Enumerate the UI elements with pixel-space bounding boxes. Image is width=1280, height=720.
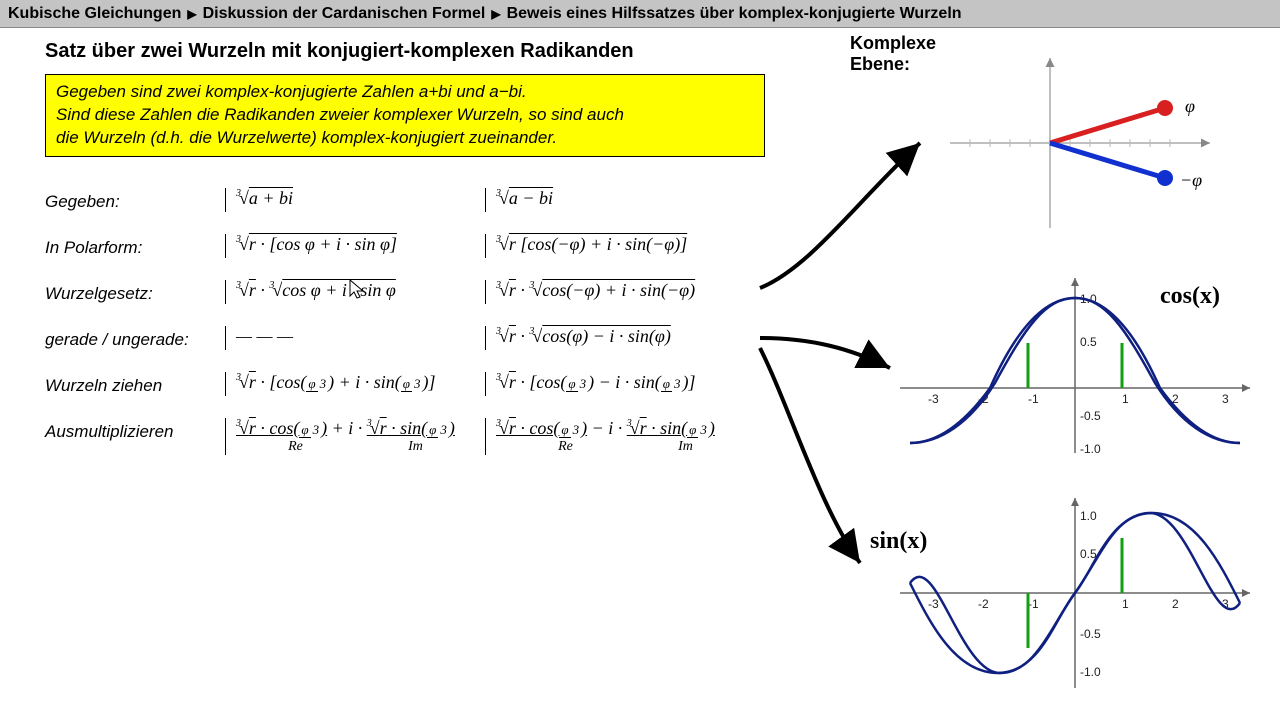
svg-text:−φ: −φ [1180, 170, 1202, 190]
row-label: gerade / ungerade: [45, 326, 225, 350]
formula-cell: 3√a − bi [485, 188, 765, 212]
svg-text:2: 2 [1172, 597, 1179, 611]
theorem-box: Gegeben sind zwei komplex-konjugierte Za… [45, 74, 765, 157]
svg-text:-0.5: -0.5 [1080, 627, 1101, 641]
svg-text:3: 3 [1222, 392, 1229, 406]
svg-text:-0.5: -0.5 [1080, 409, 1101, 423]
formula-cell: 3√r · cos(φ3) + i · 3√r · sin(φ3) ReIm [225, 418, 485, 455]
formula-cell: 3√r · [cos φ + i · sin φ] [225, 234, 485, 258]
theorem-line: die Wurzeln (d.h. die Wurzelwerte) kompl… [56, 127, 754, 150]
theorem-line: Gegeben sind zwei komplex-konjugierte Za… [56, 81, 754, 104]
derivation-table: Gegeben: 3√a + bi 3√a − bi In Polarform:… [45, 188, 765, 455]
svg-text:0.5: 0.5 [1080, 335, 1097, 349]
formula-cell: 3√a + bi [225, 188, 485, 212]
formula-cell: — — — [225, 326, 485, 350]
formula-cell: 3√r · 3√cos(−φ) + i · sin(−φ) [485, 280, 765, 304]
bc-sep-icon: ▶ [187, 7, 196, 21]
svg-text:φ: φ [1185, 96, 1195, 116]
svg-text:-1.0: -1.0 [1080, 442, 1101, 456]
formula-cell: 3√r · cos(φ3) − i · 3√r · sin(φ3) ReIm [485, 418, 765, 455]
svg-text:1: 1 [1122, 392, 1129, 406]
svg-text:1.0: 1.0 [1080, 509, 1097, 523]
breadcrumb: Kubische Gleichungen ▶ Diskussion der Ca… [0, 0, 1280, 28]
formula-cell: 3√r · 3√cos(φ) − i · sin(φ) [485, 326, 765, 350]
main-content: Satz über zwei Wurzeln mit konjugiert-ko… [0, 28, 1280, 720]
cursor-icon [348, 278, 366, 300]
svg-text:-2: -2 [978, 597, 989, 611]
bc-sep-icon: ▶ [491, 7, 500, 21]
row-label: Wurzelgesetz: [45, 280, 225, 304]
formula-cell: 3√r · [cos(φ3) − i · sin(φ3)] [485, 372, 765, 396]
svg-text:1: 1 [1122, 597, 1129, 611]
complex-plane-diagram: φ −φ [940, 48, 1230, 238]
im-label: Im [641, 439, 731, 455]
bc-2: Diskussion der Cardanischen Formel [203, 5, 486, 23]
re-label: Re [521, 439, 611, 455]
svg-text:-1: -1 [1028, 597, 1039, 611]
svg-text:-1.0: -1.0 [1080, 665, 1101, 679]
complex-plane-title: KomplexeEbene: [850, 33, 936, 75]
formula-cell: 3√r · [cos(φ3) + i · sin(φ3)] [225, 372, 485, 396]
bc-3: Beweis eines Hilfssatzes über komplex-ko… [507, 5, 962, 23]
bc-1: Kubische Gleichungen [8, 5, 181, 23]
row-label: Wurzeln ziehen [45, 372, 225, 396]
row-label: Gegeben: [45, 188, 225, 212]
row-label: In Polarform: [45, 234, 225, 258]
re-label: Re [251, 439, 341, 455]
connector-arrows [750, 88, 950, 608]
row-label: Ausmultiplizieren [45, 418, 225, 455]
page-title: Satz über zwei Wurzeln mit konjugiert-ko… [45, 40, 634, 63]
im-label: Im [371, 439, 461, 455]
theorem-line: Sind diese Zahlen die Radikanden zweier … [56, 104, 754, 127]
svg-text:-1: -1 [1028, 392, 1039, 406]
formula-cell: 3√r [cos(−φ) + i · sin(−φ)] [485, 234, 765, 258]
